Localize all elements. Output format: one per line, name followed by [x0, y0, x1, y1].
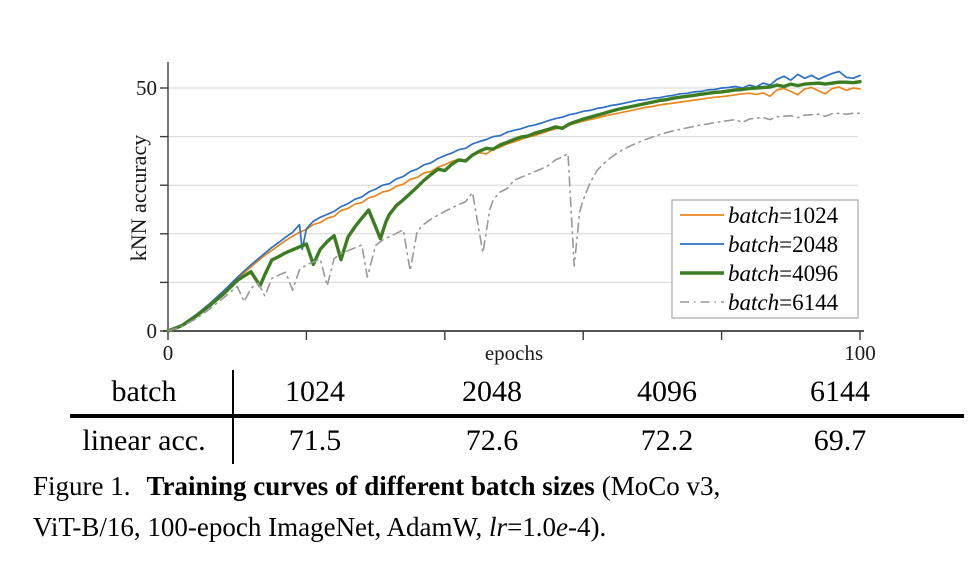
- series-line-batch-6144: [167, 112, 861, 332]
- table-batch-4096: 4096: [637, 375, 697, 408]
- table-batch-6144: 6144: [810, 375, 870, 408]
- caption-line1-tail: (MoCo v3,: [601, 471, 721, 501]
- y-ticks: [160, 87, 168, 332]
- table-batch-2048: 2048: [462, 375, 522, 408]
- legend-label: batch=4096: [728, 261, 838, 286]
- legend-box: [671, 199, 859, 319]
- figure-caption: Figure 1. Training curves of different ba…: [33, 466, 963, 548]
- series-line-batch-4096: [166, 79, 862, 333]
- legend-label: batch=1024: [728, 203, 839, 228]
- table-linear-acc-2048: 72.6: [465, 424, 519, 457]
- x-tick-labels: 0 100: [163, 341, 876, 365]
- svg-text:0: 0: [163, 341, 174, 365]
- y-axis-label: kNN accuracy: [126, 135, 151, 261]
- table-batch-1024: 1024: [285, 375, 345, 408]
- table-linear-acc-4096: 72.2: [640, 424, 694, 457]
- caption-line2-text: ViT-B/16, 100-epoch ImageNet, AdamW,: [33, 512, 490, 542]
- caption-lr-italic: lr: [489, 512, 508, 542]
- legend-label: batch=6144: [728, 290, 839, 315]
- caption-line2-tail: -4).: [568, 512, 607, 542]
- caption-lr-value: =1.0: [507, 512, 557, 542]
- caption-figure-number: Figure 1.: [33, 471, 131, 501]
- svg-text:100: 100: [844, 341, 876, 365]
- table-linear-acc-1024: 71.5: [288, 424, 342, 457]
- svg-text:0: 0: [147, 319, 158, 343]
- table-header-batch: batch: [111, 375, 177, 408]
- x-ticks: [167, 331, 861, 340]
- series-line-batch-2048: [167, 70, 861, 332]
- caption-title-bold: Training curves of different batch sizes: [146, 471, 595, 501]
- table-linear-acc-6144: 69.7: [813, 424, 867, 457]
- y-tick-labels: 0 50: [136, 76, 157, 343]
- svg-text:50: 50: [136, 76, 157, 100]
- table-horizontal-rule: [70, 414, 964, 418]
- caption-line-1: Figure 1. Training curves of different ba…: [33, 466, 963, 507]
- legend: batch=1024 batch=2048 batch=4096 batch=6144: [671, 199, 859, 319]
- caption-line-2: ViT-B/16, 100-epoch ImageNet, AdamW, lr=…: [33, 507, 963, 548]
- series-line-batch-1024: [167, 86, 861, 332]
- table-header-linear-acc: linear acc.: [82, 424, 206, 457]
- legend-label: batch=2048: [728, 232, 838, 257]
- x-axis-label: epochs: [485, 341, 543, 365]
- caption-e-italic: e: [556, 512, 569, 542]
- table-vertical-divider: [232, 370, 234, 464]
